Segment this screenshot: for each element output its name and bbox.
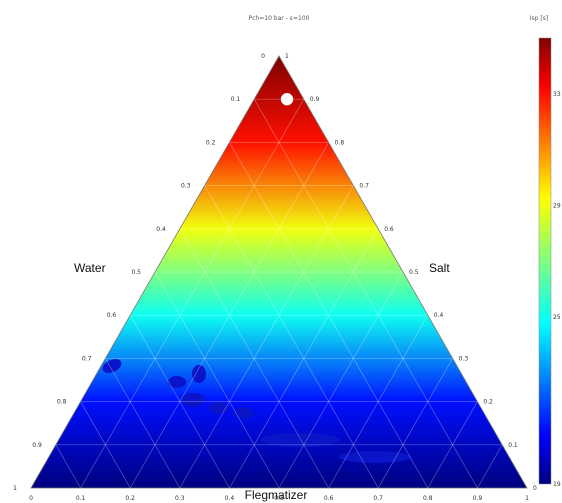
left-axis-label: Water — [74, 261, 106, 275]
grid-line — [154, 271, 280, 489]
dark-patch — [234, 407, 254, 419]
grid-line — [129, 142, 329, 489]
ternary-outline — [30, 55, 528, 489]
bottom-tick-label: 0.1 — [76, 495, 86, 502]
left-axis-ticks: 0 0.1 0.2 0.3 0.4 0.5 0.6 0.7 0.8 0.9 1 — [13, 53, 265, 492]
colorbar-tick-label: 25 — [553, 314, 561, 321]
bottom-tick-label: 0.6 — [324, 495, 334, 502]
bottom-tick-label: 0.8 — [423, 495, 433, 502]
grid-line — [477, 444, 503, 489]
dark-patch — [192, 365, 206, 383]
left-tick-label: 0.7 — [82, 355, 92, 362]
grid-line — [229, 142, 429, 489]
left-tick-label: 0.1 — [231, 96, 241, 103]
right-tick-label: 0.8 — [335, 139, 345, 146]
right-tick-label: 0.7 — [359, 183, 369, 190]
grid-line — [328, 315, 429, 489]
bottom-tick-label: 0.5 — [274, 495, 284, 502]
chart-title: Pch=10 bar - ε=100 — [249, 15, 310, 22]
right-tick-label: 0.3 — [459, 355, 469, 362]
grid-line — [377, 358, 453, 489]
right-tick-label: 0.2 — [483, 399, 493, 406]
dark-patch — [339, 451, 411, 463]
bottom-axis-label: Flegmatizer — [245, 488, 308, 502]
optimum-marker — [280, 92, 294, 106]
colorbar-title: Isp [s] — [530, 15, 548, 22]
dark-patch — [102, 359, 122, 373]
low-value-patches — [102, 359, 411, 463]
left-tick-label: 0.3 — [181, 183, 191, 190]
left-tick-label: 0.4 — [156, 226, 166, 233]
left-tick-label: 0 — [261, 53, 265, 60]
dark-patch — [209, 402, 229, 414]
left-tick-label: 0.5 — [131, 269, 141, 276]
colorbar-tick-label: 33 — [553, 91, 561, 98]
bottom-tick-label: 1 — [525, 495, 529, 502]
colorbar — [538, 37, 552, 485]
dark-patch — [260, 433, 340, 447]
right-tick-label: 0.6 — [384, 226, 394, 233]
dark-patch — [181, 393, 205, 407]
grid-line — [105, 358, 181, 489]
right-axis-label: Salt — [429, 261, 450, 275]
right-tick-label: 0.4 — [434, 312, 444, 319]
grid-line — [204, 185, 379, 489]
left-tick-label: 0.8 — [57, 399, 67, 406]
grid-line — [179, 228, 329, 489]
colorbar-tick-label: 29 — [553, 202, 561, 209]
right-tick-label: 0.1 — [508, 442, 518, 449]
bottom-tick-label: 0.9 — [473, 495, 483, 502]
bottom-tick-label: 0 — [29, 495, 33, 502]
ternary-field — [31, 56, 527, 488]
grid-line — [427, 401, 478, 489]
grid-line — [278, 271, 404, 489]
left-tick-label: 1 — [13, 485, 17, 492]
bottom-tick-label: 0.7 — [373, 495, 383, 502]
colorbar-ticks: 19 25 29 33 — [553, 91, 561, 488]
grid-line — [80, 401, 131, 489]
dark-patch — [168, 376, 186, 388]
grid-line — [253, 99, 478, 489]
left-tick-label: 0.2 — [206, 139, 216, 146]
colorbar-tick-label: 19 — [553, 481, 561, 488]
right-tick-label: 0.9 — [310, 96, 320, 103]
grid-line — [55, 444, 81, 489]
bottom-tick-label: 0.4 — [225, 495, 235, 502]
right-axis-ticks: 1 0.9 0.8 0.7 0.6 0.5 0.4 0.3 0.2 0.1 0 — [285, 53, 537, 492]
ternary-grid — [55, 98, 503, 489]
left-tick-label: 0.6 — [107, 312, 117, 319]
right-tick-label: 1 — [285, 53, 289, 60]
bottom-axis-ticks: 0 0.1 0.2 0.3 0.4 0.5 0.6 0.7 0.8 0.9 1 — [29, 495, 529, 502]
right-tick-label: 0.5 — [409, 269, 419, 276]
grid-line — [80, 99, 305, 489]
left-tick-label: 0.9 — [32, 442, 42, 449]
right-tick-label: 0 — [533, 485, 537, 492]
grid-line — [229, 228, 379, 489]
grid-line — [129, 315, 230, 489]
grid-line — [179, 185, 354, 489]
bottom-tick-label: 0.2 — [125, 495, 135, 502]
bottom-tick-label: 0.3 — [175, 495, 185, 502]
